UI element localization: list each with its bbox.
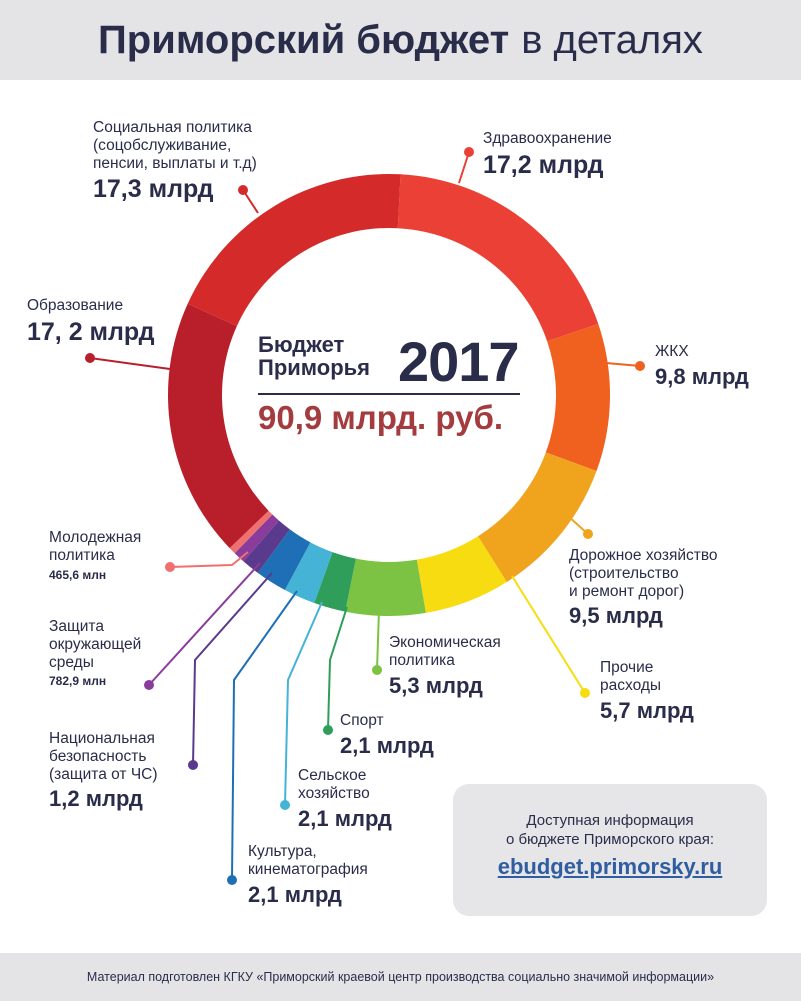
leader-line-10 xyxy=(192,572,273,766)
donut-slice-4 xyxy=(345,558,426,616)
label-name: Национальная безопасность (защита от ЧС) xyxy=(49,730,158,783)
ebudget-link[interactable]: ebudget.primorsky.ru xyxy=(497,854,723,879)
donut-slice-8 xyxy=(243,520,290,573)
label-youth-policy: Молодежная политика 465,6 млн xyxy=(49,529,141,582)
label-name: Защита окружающей среды xyxy=(49,618,142,671)
info-line-1: Доступная информация xyxy=(526,812,694,829)
label-agriculture: Сельское хозяйство 2,1 млрд xyxy=(298,767,392,831)
label-education: Образование 17, 2 млрд xyxy=(27,297,154,347)
leader-dot-6 xyxy=(372,665,382,675)
leader-dot-5 xyxy=(580,688,590,698)
leader-dot-0 xyxy=(238,185,248,195)
label-social-policy: Социальная политика (соцобслуживание, пе… xyxy=(93,119,257,204)
donut-slice-1 xyxy=(545,323,610,471)
info-box: Доступная информация о бюджете Приморско… xyxy=(453,784,767,916)
label-economic-policy: Экономическая политика 5,3 млрд xyxy=(389,634,501,698)
info-line-2: о бюджете Приморского края: xyxy=(505,831,715,848)
label-value: 5,3 млрд xyxy=(389,672,483,698)
label-name: Дорожное хозяйство (строительство и ремо… xyxy=(569,547,718,600)
center-subtitle: Бюджет Приморья xyxy=(258,332,370,381)
label-value: 2,1 млрд xyxy=(340,732,434,758)
donut-slice-6 xyxy=(284,542,333,603)
center-year: 2017 xyxy=(398,330,520,393)
label-culture: Культура, кинематография 2,1 млрд xyxy=(248,843,368,907)
label-value: 2,1 млрд xyxy=(298,805,392,831)
label-value: 465,6 млн xyxy=(49,567,107,582)
label-value: 17,3 млрд xyxy=(93,175,214,204)
donut-slice-2 xyxy=(478,452,597,582)
label-name: Здравоохранение xyxy=(483,130,612,147)
donut-slice-11 xyxy=(167,303,269,549)
leader-dot-2 xyxy=(85,353,95,363)
page-title-rest: в деталях xyxy=(521,17,703,62)
label-name: Молодежная политика xyxy=(49,529,142,564)
label-name: Образование xyxy=(27,297,124,314)
label-other-expenses: Прочие расходы 5,7 млрд xyxy=(600,659,694,723)
leader-line-11 xyxy=(148,562,261,686)
label-name: ЖКХ xyxy=(655,343,689,360)
label-housing-utilities: ЖКХ 9,8 млрд xyxy=(655,343,749,389)
label-road-management: Дорожное хозяйство (строительство и ремо… xyxy=(569,547,718,629)
donut-slice-5 xyxy=(314,552,356,612)
footer-text: Материал подготовлен КГКУ «Приморский кр… xyxy=(86,970,715,984)
leader-line-6 xyxy=(376,609,380,671)
label-name: Экономическая политика xyxy=(389,634,501,669)
leader-dot-4 xyxy=(583,529,593,539)
leader-dot-3 xyxy=(635,361,645,371)
leader-line-5 xyxy=(511,575,586,694)
leader-line-8 xyxy=(284,601,323,806)
leader-line-12 xyxy=(169,551,249,568)
label-environment: Защита окружающей среды 782,9 млн xyxy=(49,618,141,689)
leader-line-7 xyxy=(327,606,348,731)
label-value: 17, 2 млрд xyxy=(27,317,155,346)
donut-slice-0 xyxy=(397,174,599,342)
label-national-security: Национальная безопасность (защита от ЧС)… xyxy=(49,730,158,812)
donut-slice-3 xyxy=(416,536,507,613)
label-name: Социальная политика (соцобслуживание, пе… xyxy=(93,119,257,172)
label-name: Прочие расходы xyxy=(600,659,662,694)
leader-line-9 xyxy=(231,590,298,881)
leader-line-2 xyxy=(89,357,171,370)
label-value: 2,1 млрд xyxy=(248,881,342,907)
donut-slice-12 xyxy=(187,174,401,327)
page-title-bold: Приморский бюджет xyxy=(98,17,510,62)
label-value: 1,2 млрд xyxy=(49,786,143,812)
center-divider xyxy=(258,393,520,395)
leader-dot-12 xyxy=(165,562,175,572)
label-name: Спорт xyxy=(340,712,384,729)
center-total: 90,9 млрд. руб. xyxy=(258,399,504,436)
leader-dot-11 xyxy=(144,680,154,690)
label-value: 5,7 млрд xyxy=(600,697,694,723)
donut-slice-10 xyxy=(229,510,273,554)
leader-dot-8 xyxy=(280,800,290,810)
label-healthcare: Здравоохранение 17,2 млрд xyxy=(483,130,612,180)
label-sport: Спорт 2,1 млрд xyxy=(340,712,434,758)
donut-slice-9 xyxy=(234,514,280,562)
leader-dot-9 xyxy=(227,875,237,885)
label-value: 782,9 млн xyxy=(49,674,107,689)
leader-dot-7 xyxy=(323,725,333,735)
footer-bar: Материал подготовлен КГКУ «Приморский кр… xyxy=(0,953,801,1001)
leader-dot-1 xyxy=(464,147,474,157)
header-bar: Приморский бюджет в деталях xyxy=(0,0,801,80)
leader-line-1 xyxy=(458,151,470,184)
label-name: Культура, кинематография xyxy=(248,843,368,878)
leader-line-3 xyxy=(605,362,641,367)
leader-dot-10 xyxy=(188,760,198,770)
label-value: 9,5 млрд xyxy=(569,603,663,629)
label-name: Сельское хозяйство xyxy=(298,767,370,802)
label-value: 9,8 млрд xyxy=(655,363,749,389)
label-value: 17,2 млрд xyxy=(483,150,604,179)
